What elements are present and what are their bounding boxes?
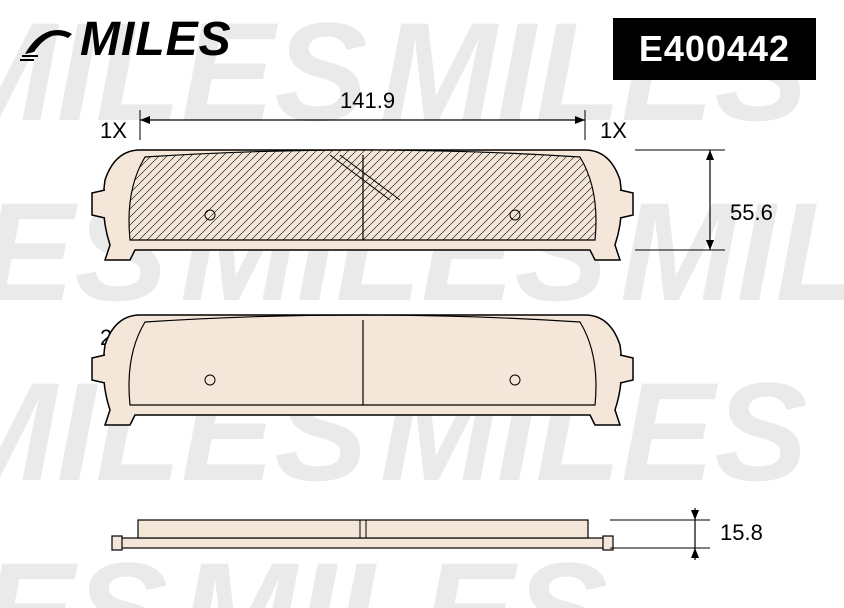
qty-top-right: 1X — [600, 118, 627, 144]
part-number-text: E400442 — [639, 28, 790, 69]
technical-diagram: 141.9 1X 1X 55.6 2X — [40, 90, 800, 590]
qty-top-left: 1X — [100, 118, 127, 144]
brand-logo: MILES — [20, 12, 232, 67]
part-number-badge: E400442 — [613, 18, 816, 80]
logo-icon — [20, 16, 80, 64]
brake-pad-bottom — [90, 310, 650, 460]
brake-pad-top — [90, 145, 650, 295]
width-dimension — [40, 90, 800, 140]
width-value: 141.9 — [340, 88, 395, 114]
thickness-value: 15.8 — [720, 520, 763, 546]
brand-name: MILES — [80, 12, 232, 67]
brake-pad-profile — [90, 510, 650, 570]
height-value: 55.6 — [730, 200, 773, 226]
height-dimension — [635, 135, 775, 335]
